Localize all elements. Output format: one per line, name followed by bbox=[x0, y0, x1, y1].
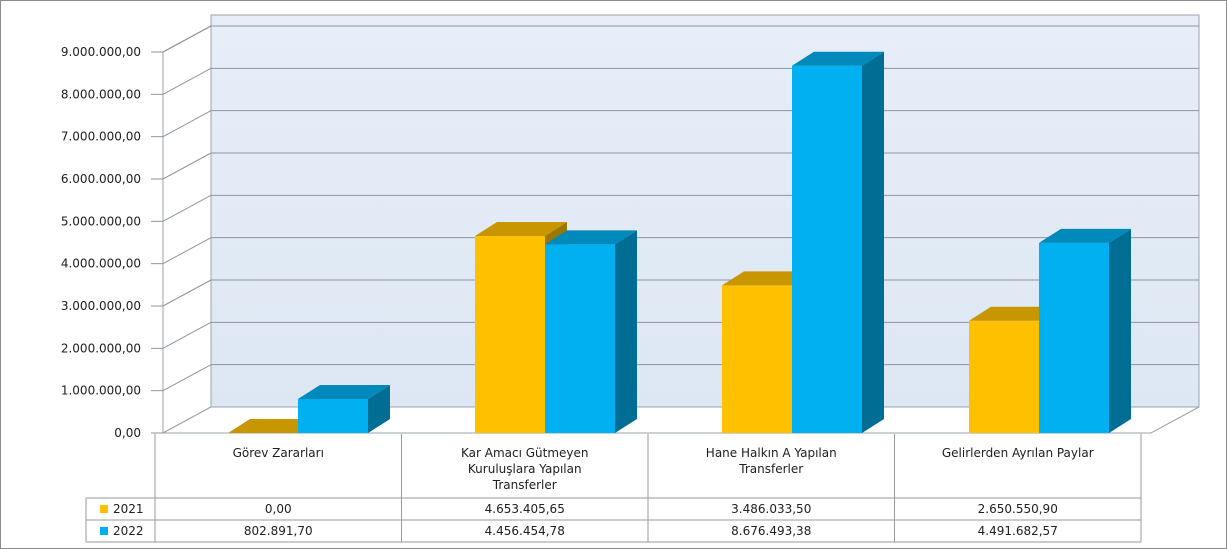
gridline-side bbox=[162, 25, 212, 53]
y-tick-label: 3.000.000,00 bbox=[61, 299, 141, 313]
y-tick-label: 8.000.000,00 bbox=[61, 87, 141, 101]
bar-top bbox=[298, 385, 390, 400]
bar-2021-0 bbox=[228, 419, 320, 433]
bar-front bbox=[298, 399, 368, 433]
data-label: 802.891,70 bbox=[244, 524, 313, 538]
bar-2022-3 bbox=[1039, 228, 1131, 433]
y-tick-label: 7.000.000,00 bbox=[61, 130, 141, 144]
y-tick-label: 1.000.000,00 bbox=[61, 384, 141, 398]
data-label: 2.650.550,90 bbox=[978, 502, 1058, 516]
category-label: Görev Zararları bbox=[233, 446, 324, 460]
category-label: Gelirlerden Ayrılan Paylar bbox=[942, 446, 1094, 460]
bar-2022-1 bbox=[545, 230, 637, 433]
y-tick-label: 6.000.000,00 bbox=[61, 172, 141, 186]
plot-back-wall bbox=[162, 14, 1200, 434]
bar-2022-0 bbox=[298, 385, 390, 433]
bar-front bbox=[545, 244, 615, 433]
legend-key-2022 bbox=[100, 527, 108, 535]
gridline-side bbox=[162, 321, 212, 349]
y-tick-label: 0,00 bbox=[114, 426, 141, 440]
gridline-side bbox=[162, 279, 212, 307]
bar-front bbox=[1039, 242, 1109, 433]
data-label: 4.491.682,57 bbox=[978, 524, 1058, 538]
category-label: Kar Amacı Gütmeyen bbox=[461, 446, 589, 460]
bar-top bbox=[722, 271, 814, 286]
data-label: 3.486.033,50 bbox=[731, 502, 811, 516]
y-tick-label: 2.000.000,00 bbox=[61, 341, 141, 355]
y-tick-label: 4.000.000,00 bbox=[61, 257, 141, 271]
bars bbox=[228, 51, 1131, 433]
bar-2022-2 bbox=[792, 51, 884, 433]
bar-side bbox=[862, 51, 884, 433]
bar-top bbox=[792, 51, 884, 66]
bar-front bbox=[792, 65, 862, 433]
data-label: 8.676.493,38 bbox=[731, 524, 811, 538]
data-table: Görev Zararları Kar Amacı Gütmeyen Kuruluş… bbox=[85, 434, 1142, 543]
category-label: Kuruluşlara Yapılan bbox=[468, 462, 582, 476]
data-label: 4.456.454,78 bbox=[485, 524, 565, 538]
bar-top bbox=[545, 230, 637, 245]
legend-label-2021: 2021 bbox=[113, 502, 144, 516]
bar-front bbox=[969, 320, 1039, 433]
y-tick-label: 5.000.000,00 bbox=[61, 214, 141, 228]
y-tick-label: 9.000.000,00 bbox=[61, 45, 141, 59]
bar-top bbox=[1039, 228, 1131, 243]
gridline-side bbox=[162, 364, 212, 392]
gridline-side bbox=[162, 67, 212, 95]
data-label: 4.653.405,65 bbox=[485, 502, 565, 516]
category-label: Transferler bbox=[492, 478, 557, 492]
category-label: Hane Halkın A Yapılan bbox=[706, 446, 837, 460]
bar-top bbox=[969, 306, 1061, 321]
gridline-side bbox=[162, 194, 212, 222]
bar-top bbox=[475, 222, 567, 237]
bar-side bbox=[1109, 228, 1131, 433]
gridline-side bbox=[162, 237, 212, 265]
gridline-side bbox=[162, 110, 212, 138]
category-label: Transferler bbox=[738, 462, 803, 476]
y-axis-ticks: 0,00 1.000.000,00 2.000.000,00 3.000.000,00… bbox=[61, 45, 163, 440]
bar-front bbox=[475, 236, 545, 433]
data-label: 0,00 bbox=[265, 502, 292, 516]
bar-side bbox=[615, 230, 637, 433]
gridline-side bbox=[162, 152, 212, 180]
legend-label-2022: 2022 bbox=[113, 524, 144, 538]
side-wall bbox=[162, 25, 212, 434]
bar-top bbox=[228, 419, 320, 433]
bar-front bbox=[722, 285, 792, 433]
bar-side bbox=[368, 385, 390, 433]
legend-key-2021 bbox=[100, 505, 108, 513]
